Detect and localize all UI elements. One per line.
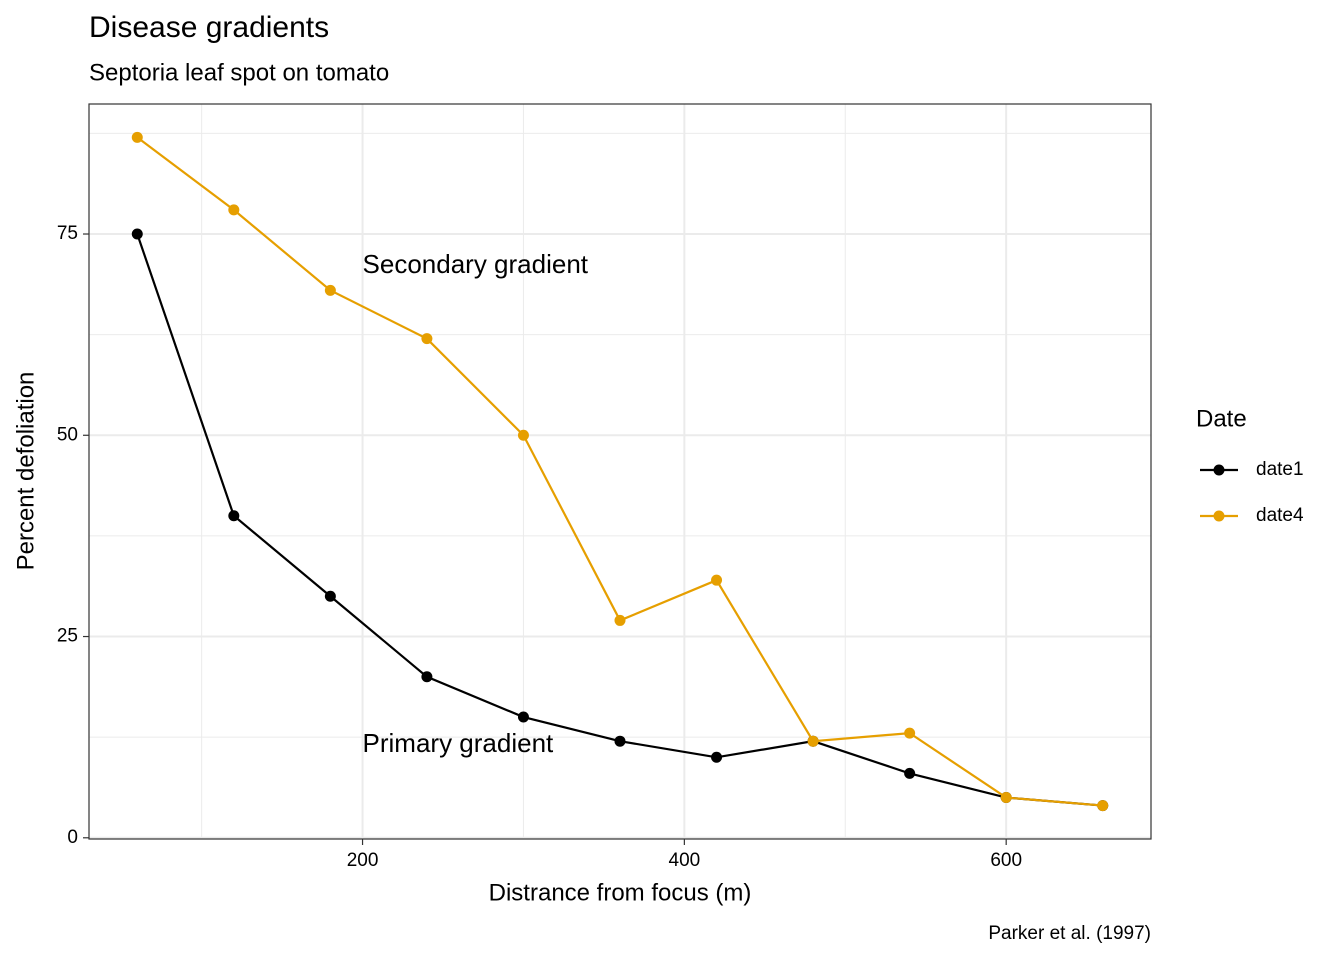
point: [228, 510, 240, 522]
x-tick-label: 400: [669, 850, 701, 871]
point: [421, 333, 433, 345]
y-tick-label: 75: [57, 223, 78, 244]
x-tick-label: 200: [347, 850, 379, 871]
point: [711, 751, 723, 763]
point: [711, 574, 723, 586]
y-axis-label: Percent defoliation: [12, 372, 39, 571]
legend-key-point: [1213, 510, 1225, 522]
point: [904, 727, 916, 739]
x-axis-label: Distrance from focus (m): [489, 879, 752, 906]
point: [807, 735, 819, 747]
point: [324, 590, 336, 602]
point: [517, 429, 529, 441]
legend-title: Date: [1196, 405, 1247, 432]
y-tick-label: 25: [57, 626, 78, 647]
annotation: Secondary gradient: [363, 249, 589, 279]
point: [421, 671, 433, 683]
point: [228, 204, 240, 216]
point: [131, 228, 143, 240]
point: [614, 735, 626, 747]
point: [131, 131, 143, 143]
point: [517, 711, 529, 723]
chart-subtitle: Septoria leaf spot on tomato: [89, 59, 389, 86]
point: [324, 284, 336, 296]
legend-label: date1: [1256, 459, 1304, 480]
x-tick-label: 600: [990, 850, 1022, 871]
point: [614, 614, 626, 626]
caption: Parker et al. (1997): [988, 923, 1151, 944]
panel-border: [88, 103, 1152, 840]
series-line: [136, 136, 1103, 807]
point: [1097, 800, 1109, 812]
series-line: [136, 233, 1103, 807]
y-tick-label: 50: [57, 424, 78, 445]
y-tick-label: 0: [67, 827, 78, 848]
legend-label: date4: [1256, 505, 1304, 526]
annotation: Primary gradient: [363, 728, 555, 758]
point: [1000, 792, 1012, 804]
point: [904, 767, 916, 779]
legend-key-point: [1213, 464, 1225, 476]
chart-title: Disease gradients: [89, 11, 329, 44]
